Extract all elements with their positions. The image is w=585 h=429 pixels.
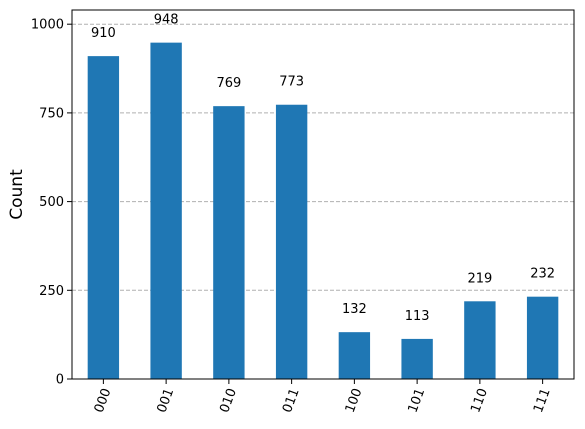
y-axis: 0 250 500 750 1000 [31, 18, 72, 388]
bar-000 [87, 56, 120, 379]
data-label-000: 910 [91, 26, 116, 41]
bars [87, 42, 559, 380]
data-label-011: 773 [279, 75, 304, 90]
x-tick-label-111: 111 [531, 386, 554, 414]
data-label-010: 769 [216, 76, 241, 91]
y-axis-title: Count [7, 169, 27, 220]
bar-111 [526, 296, 559, 379]
y-tick-label: 500 [39, 195, 64, 210]
plot-frame [71, 9, 575, 380]
x-tick-label-010: 010 [217, 386, 240, 414]
x-axis: 000 001 010 011 100 101 110 111 [92, 379, 554, 415]
bar-110 [464, 301, 496, 379]
bar-101 [401, 338, 433, 379]
data-labels: 910 948 769 773 132 113 219 232 [91, 13, 555, 324]
gridlines [72, 23, 574, 291]
x-tick-label-101: 101 [406, 386, 429, 414]
data-label-111: 232 [530, 267, 555, 282]
y-tick-label: 0 [56, 373, 64, 388]
x-tick-label-000: 000 [92, 386, 115, 414]
data-label-101: 113 [405, 309, 430, 324]
data-label-001: 948 [154, 13, 179, 28]
data-label-110: 219 [467, 271, 492, 286]
bar-100 [338, 332, 371, 379]
y-tick-label: 1000 [31, 18, 64, 33]
bar-010 [213, 106, 245, 379]
bar-001 [150, 42, 182, 380]
y-tick-label: 750 [39, 106, 64, 121]
x-tick-label-110: 110 [468, 386, 491, 414]
x-tick-label-011: 011 [280, 386, 303, 414]
y-tick-label: 250 [39, 284, 64, 299]
data-label-100: 132 [342, 302, 367, 317]
x-tick-label-100: 100 [343, 386, 366, 414]
x-tick-label-001: 001 [155, 386, 178, 414]
bar-011 [275, 104, 308, 380]
